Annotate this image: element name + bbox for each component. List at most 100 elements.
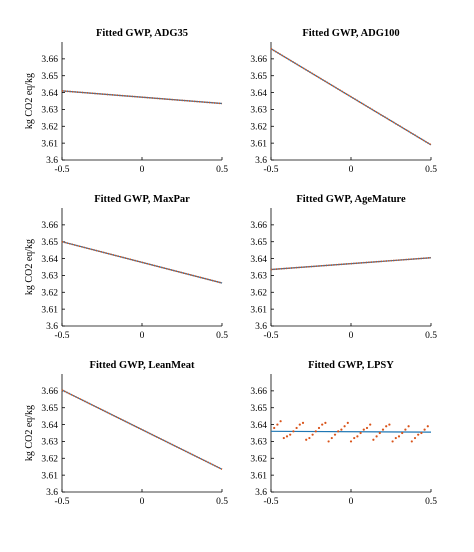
y-tick-label: 3.6	[46, 322, 58, 332]
y-tick-label: 3.63	[250, 106, 267, 116]
data-point	[420, 431, 423, 435]
y-tick-label: 3.6	[255, 488, 267, 498]
y-tick-label: 3.63	[250, 272, 267, 282]
x-tick-label: -0.5	[263, 497, 278, 507]
y-tick-label: 3.66	[41, 221, 58, 231]
x-tick-label: 0.5	[216, 165, 228, 175]
subplot-3: Fitted GWP, MaxPar 3.6 3.61 3.62 3.63 3.64 3.6…	[24, 194, 228, 341]
data-point	[285, 435, 289, 438]
y-tick-label: 3.64	[41, 421, 58, 431]
y-tick-label: 3.63	[41, 106, 58, 116]
y-tick-label: 3.66	[41, 55, 58, 65]
data-point	[346, 421, 349, 424]
data-point	[324, 421, 327, 424]
data-point	[407, 425, 410, 428]
subplot-4: Fitted GWP, AgeMature 3.6 3.61 3.62 3.63 3.64…	[250, 194, 437, 341]
y-axis-label: kg CO2 eq/kg	[24, 239, 35, 295]
y-tick-label: 3.63	[41, 438, 58, 448]
x-tick-label: 0	[140, 331, 145, 341]
subplot-2: Fitted GWP, ADG100 3.6 3.61 3.62 3.63 3.64 3.6…	[250, 28, 437, 175]
x-tick-label: 0.5	[425, 497, 437, 507]
y-tick-label: 3.64	[250, 421, 267, 431]
y-tick-label: 3.66	[250, 221, 267, 231]
fit-line	[270, 430, 432, 433]
x-tick-label: 0.5	[216, 497, 228, 507]
data-point	[305, 438, 308, 441]
data-point	[321, 423, 324, 426]
y-tick-label: 3.61	[250, 305, 267, 315]
data-point	[401, 431, 404, 435]
data-point	[282, 436, 285, 440]
y-tick-label: 3.64	[250, 255, 267, 265]
x-tick-label: -0.5	[54, 331, 69, 341]
x-tick-label: 0	[140, 497, 145, 507]
data-point	[410, 440, 413, 443]
data-point	[279, 420, 282, 423]
data-point	[378, 431, 381, 435]
data-points-series	[61, 240, 223, 284]
x-tick-label: -0.5	[54, 497, 69, 507]
y-tick-label: 3.65	[41, 238, 58, 248]
data-point	[337, 430, 340, 433]
y-tick-label: 3.61	[41, 305, 58, 315]
data-point	[426, 425, 429, 428]
y-tick-label: 3.6	[255, 156, 267, 166]
x-tick-label: 0.5	[425, 331, 437, 341]
data-point	[317, 426, 321, 430]
data-point	[372, 438, 375, 441]
data-point	[359, 431, 362, 435]
y-tick-label: 3.62	[250, 454, 267, 464]
data-point	[404, 428, 407, 431]
data-point	[356, 435, 359, 438]
data-point	[333, 433, 337, 436]
data-point	[314, 430, 317, 433]
y-tick-label: 3.61	[41, 471, 58, 481]
x-tick-label: -0.5	[263, 165, 278, 175]
y-tick-label: 3.61	[250, 471, 267, 481]
subplot-title: Fitted GWP, LeanMeat	[90, 360, 195, 371]
y-tick-label: 3.63	[250, 438, 267, 448]
data-point	[385, 425, 388, 428]
data-point	[301, 421, 305, 424]
data-points-series	[270, 48, 432, 146]
y-tick-label: 3.62	[41, 288, 58, 298]
subplot-title: Fitted GWP, MaxPar	[94, 194, 190, 205]
y-tick-label: 3.64	[41, 255, 58, 265]
data-point	[327, 440, 330, 443]
y-tick-label: 3.65	[250, 238, 267, 248]
y-tick-label: 3.62	[250, 288, 267, 298]
data-point	[381, 428, 385, 431]
subplot-title: Fitted GWP, AgeMature	[296, 194, 406, 205]
y-tick-label: 3.6	[46, 156, 58, 166]
data-point	[391, 440, 394, 443]
x-tick-label: -0.5	[263, 331, 278, 341]
data-point	[330, 436, 333, 440]
subplot-title: Fitted GWP, ADG35	[96, 28, 188, 39]
data-point	[343, 425, 346, 428]
subplot-5: Fitted GWP, LeanMeat 3.6 3.61 3.62 3.63 3.64 3…	[24, 360, 228, 507]
y-tick-label: 3.65	[41, 404, 58, 414]
y-tick-label: 3.65	[250, 404, 267, 414]
data-point	[292, 430, 295, 433]
data-point	[298, 423, 301, 426]
data-point	[273, 426, 276, 430]
x-tick-label: 0	[349, 497, 354, 507]
data-points-series	[270, 256, 432, 271]
y-tick-label: 3.6	[255, 322, 267, 332]
data-point	[295, 426, 298, 430]
data-point	[349, 440, 353, 443]
data-point	[417, 433, 420, 436]
y-tick-label: 3.64	[41, 89, 58, 99]
data-point	[369, 423, 372, 426]
subplot-title: Fitted GWP, LPSY	[308, 360, 394, 371]
fit-line	[61, 389, 223, 470]
x-tick-label: 0	[349, 165, 354, 175]
x-tick-label: -0.5	[54, 165, 69, 175]
data-points-series	[61, 90, 223, 105]
subplot-6: Fitted GWP, LPSY 3.6 3.61 3.62 3.63 3.64 3.65 3…	[250, 360, 437, 507]
data-point	[308, 436, 311, 440]
x-tick-label: 0	[349, 331, 354, 341]
subplot-title: Fitted GWP, ADG100	[302, 28, 399, 39]
data-point	[340, 428, 343, 431]
